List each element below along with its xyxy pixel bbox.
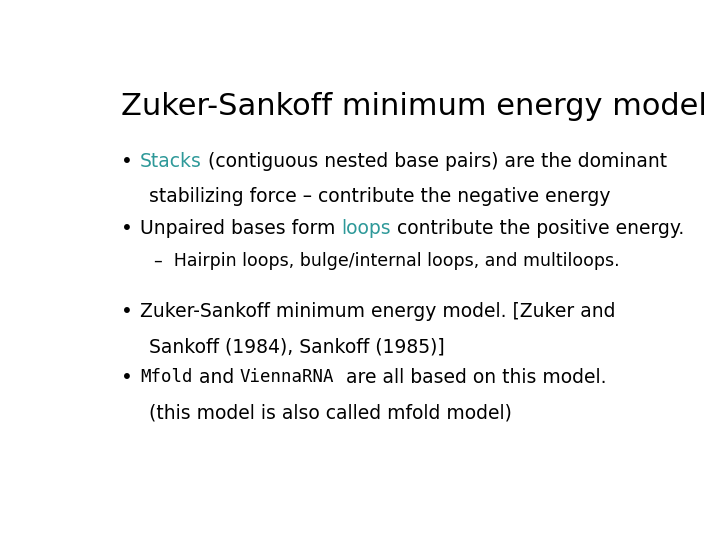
- Text: ViennaRNA: ViennaRNA: [240, 368, 335, 386]
- Text: Zuker-Sankoff minimum energy model: Zuker-Sankoff minimum energy model: [121, 92, 706, 121]
- Text: and: and: [193, 368, 240, 387]
- Text: Mfold: Mfold: [140, 368, 193, 386]
- Text: Zuker-Sankoff minimum energy model. [Zuker and: Zuker-Sankoff minimum energy model. [Zuk…: [140, 302, 616, 321]
- Text: contribute the positive energy.: contribute the positive energy.: [391, 219, 685, 238]
- Text: Sankoff (1984), Sankoff (1985)]: Sankoff (1984), Sankoff (1985)]: [148, 337, 444, 356]
- Text: Stacks: Stacks: [140, 152, 202, 171]
- Text: loops: loops: [341, 219, 391, 238]
- Text: •: •: [121, 152, 132, 171]
- Text: •: •: [121, 368, 132, 387]
- Text: •: •: [121, 219, 132, 238]
- Text: •: •: [121, 302, 132, 321]
- Text: (this model is also called mfold model): (this model is also called mfold model): [148, 404, 511, 423]
- Text: Unpaired bases form: Unpaired bases form: [140, 219, 341, 238]
- Text: are all based on this model.: are all based on this model.: [335, 368, 607, 387]
- Text: stabilizing force – contribute the negative energy: stabilizing force – contribute the negat…: [148, 187, 610, 206]
- Text: –  Hairpin loops, bulge/internal loops, and multiloops.: – Hairpin loops, bulge/internal loops, a…: [154, 252, 620, 270]
- Text: (contiguous nested base pairs) are the dominant: (contiguous nested base pairs) are the d…: [202, 152, 667, 171]
